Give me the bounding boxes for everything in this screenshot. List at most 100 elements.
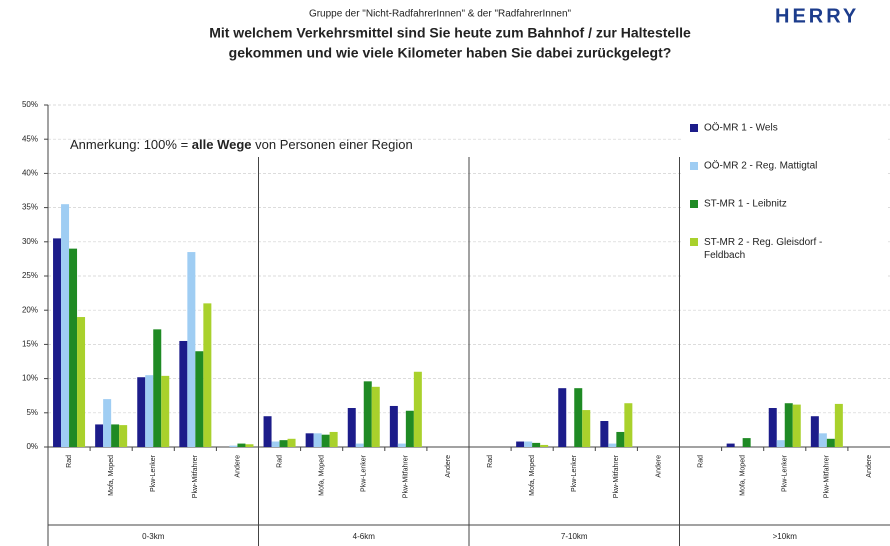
bar <box>600 421 609 447</box>
x-tick-label: Pkw-Mitfahrer <box>824 454 831 498</box>
x-tick-label: Pkw-Lenker <box>361 454 368 492</box>
bar <box>287 438 296 447</box>
y-tick-label: 45% <box>22 134 38 143</box>
bar <box>203 303 212 447</box>
x-tick-label: Andere <box>445 455 452 478</box>
bar <box>582 410 591 447</box>
bar <box>776 440 785 447</box>
x-tick-label: Pkw-Lenker <box>150 454 157 492</box>
bar <box>119 425 128 447</box>
bar <box>371 386 380 447</box>
logo: HERRY <box>775 5 859 27</box>
chart-title: gekommen und wie viele Kilometer haben S… <box>229 45 672 61</box>
bar <box>826 438 835 447</box>
bar <box>574 388 583 447</box>
legend-box <box>682 108 888 308</box>
bar <box>784 403 793 447</box>
x-tick-label: Andere <box>234 455 241 478</box>
bar <box>187 252 196 447</box>
y-tick-label: 15% <box>22 340 38 349</box>
bar <box>53 238 62 447</box>
bar <box>77 317 86 447</box>
y-tick-label: 50% <box>22 100 38 109</box>
x-tick-label: Andere <box>866 455 873 478</box>
annotation-text: Anmerkung: 100% = <box>70 137 192 152</box>
bar <box>263 416 272 447</box>
bar <box>161 375 170 447</box>
bar <box>245 444 254 447</box>
x-tick-label: Pkw-Mitfahrer <box>192 454 199 498</box>
bar <box>834 403 843 447</box>
legend-label: OÖ-MR 2 - Reg. Mattigtal <box>704 160 817 172</box>
x-tick-label: Pkw-Lenker <box>782 454 789 492</box>
legend-swatch <box>690 162 698 170</box>
bar <box>355 443 364 447</box>
legend-swatch <box>690 124 698 132</box>
bar <box>313 433 322 447</box>
bar <box>389 405 398 447</box>
legend-label-line: ST-MR 2 - Reg. Gleisdorf - <box>704 237 822 248</box>
x-tick-label: Pkw-Mitfahrer <box>613 454 620 498</box>
x-tick-label: Mofa, Moped <box>739 455 746 496</box>
bar <box>413 371 422 447</box>
bar <box>524 441 533 447</box>
bar <box>405 410 414 447</box>
bar <box>329 431 338 447</box>
legend-swatch <box>690 200 698 208</box>
annotation: Anmerkung: 100% = alle Wege von Personen… <box>70 137 413 152</box>
legend-label-line: Feldbach <box>704 250 745 261</box>
y-tick-label: 5% <box>26 408 38 417</box>
bar <box>271 441 280 447</box>
bar <box>69 248 78 447</box>
bar <box>321 434 330 447</box>
bar <box>237 443 246 447</box>
bar <box>347 408 356 447</box>
x-tick-label: Mofa, Moped <box>529 455 536 496</box>
bar <box>792 404 801 447</box>
bar <box>95 424 104 447</box>
bar <box>608 443 617 447</box>
bar <box>818 433 827 447</box>
y-tick-label: 0% <box>26 442 38 451</box>
x-tick-label: Mofa, Moped <box>318 455 325 496</box>
bar <box>363 381 372 447</box>
x-tick-label: Andere <box>655 455 662 478</box>
y-tick-label: 20% <box>22 305 38 314</box>
x-tick-label: Rad <box>66 455 73 468</box>
group-label: 4-6km <box>353 532 376 541</box>
bar <box>616 431 625 447</box>
group-label: 0-3km <box>142 532 165 541</box>
bar <box>397 443 406 447</box>
legend-label: ST-MR 1 - Leibnitz <box>704 199 787 210</box>
legend-label: ST-MR 2 - Reg. Gleisdorf - Feldbach <box>704 237 822 261</box>
bar <box>810 416 819 447</box>
bar <box>540 444 549 447</box>
x-tick-label: Pkw-Lenker <box>571 454 578 492</box>
annotation-text: alle Wege <box>192 137 252 152</box>
bar <box>516 441 525 447</box>
legend: OÖ-MR 1 - Wels OÖ-MR 2 - Reg. Mattigtal ST… <box>682 108 888 308</box>
group-label: 7-10km <box>561 532 588 541</box>
chart-subtitle: Gruppe der "Nicht-RadfahrerInnen" & der … <box>309 9 572 20</box>
x-tick-label: Rad <box>487 455 494 468</box>
x-tick-label: Rad <box>697 455 704 468</box>
y-tick-label: 40% <box>22 169 38 178</box>
group-label: >10km <box>773 532 798 541</box>
bar <box>179 340 188 447</box>
x-tick-label: Mofa, Moped <box>108 455 115 496</box>
bar <box>742 438 751 447</box>
logo-box <box>770 4 890 26</box>
annotation-text: von Personen einer Region <box>252 137 413 152</box>
y-tick-label: 30% <box>22 237 38 246</box>
x-tick-label: Pkw-Mitfahrer <box>403 454 410 498</box>
bar <box>61 204 70 447</box>
legend-swatch <box>690 238 698 246</box>
bar <box>305 433 314 447</box>
x-tick-label: Rad <box>276 455 283 468</box>
bar <box>229 445 238 447</box>
bar <box>111 424 120 447</box>
bar <box>145 375 154 447</box>
y-tick-label: 35% <box>22 203 38 212</box>
bar <box>103 399 112 447</box>
